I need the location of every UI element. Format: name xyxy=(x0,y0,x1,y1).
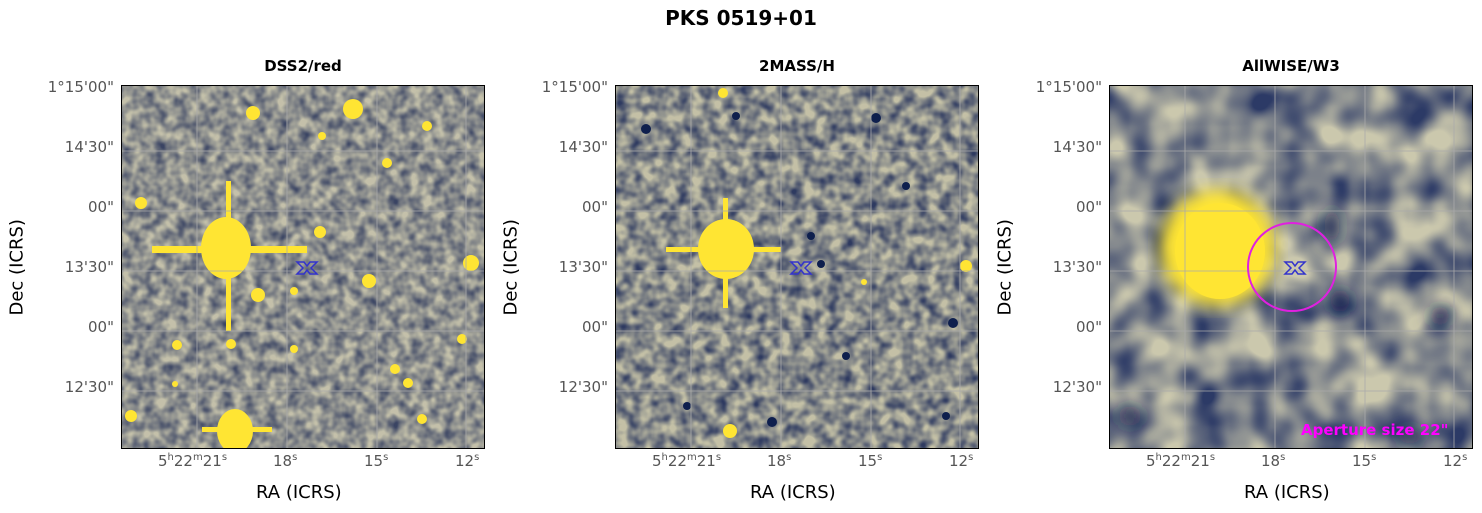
target-marker-icon xyxy=(295,261,319,275)
y-tick: 14'30" xyxy=(1052,138,1102,156)
grid-lines xyxy=(122,86,484,448)
figure-title: PKS 0519+01 xyxy=(665,6,817,30)
y-tick: 13'30" xyxy=(64,258,114,276)
y-tick: 00" xyxy=(88,198,114,216)
sky-image xyxy=(1110,86,1472,448)
bright-star xyxy=(666,198,781,308)
x-tick: 12s xyxy=(1443,452,1468,470)
x-tick: 15s xyxy=(364,452,389,470)
sky-image xyxy=(616,86,978,448)
y-tick: 00" xyxy=(582,198,608,216)
panel-dss2: DSS2/red xyxy=(0,0,485,513)
x-tick: 15s xyxy=(1352,452,1377,470)
x-tick: 5h22m21s xyxy=(652,452,722,470)
x-tick: 5h22m21s xyxy=(1146,452,1216,470)
aperture-size-label: Aperture size 22" xyxy=(1301,421,1449,439)
target-marker-icon xyxy=(789,261,813,275)
x-tick: 15s xyxy=(858,452,883,470)
panel-title: 2MASS/H xyxy=(759,57,835,75)
x-axis-label: RA (ICRS) xyxy=(256,482,342,503)
y-tick: 14'30" xyxy=(64,138,114,156)
star-field xyxy=(125,99,479,424)
grid-lines xyxy=(1110,86,1472,448)
y-tick: 12'30" xyxy=(64,378,114,396)
x-tick: 18s xyxy=(767,452,792,470)
image-dss2 xyxy=(121,85,485,449)
x-tick: 5h22m21s xyxy=(158,452,228,470)
y-tick: 14'30" xyxy=(558,138,608,156)
y-tick: 12'30" xyxy=(1052,378,1102,396)
y-tick: 1°15'00" xyxy=(1035,78,1102,96)
x-tick: 18s xyxy=(273,452,298,470)
y-tick: 00" xyxy=(582,318,608,336)
aperture-circle xyxy=(1247,222,1337,312)
grid-lines xyxy=(616,86,978,448)
y-tick: 00" xyxy=(1076,198,1102,216)
y-tick: 00" xyxy=(88,318,114,336)
bright-star xyxy=(152,181,307,448)
image-2mass xyxy=(615,85,979,449)
sky-image xyxy=(122,86,484,448)
image-allwise xyxy=(1109,85,1473,449)
panel-allwise: AllWISE/W3 xyxy=(988,0,1473,513)
panel-2mass: 2MASS/H xyxy=(494,0,979,513)
panel-title: AllWISE/W3 xyxy=(1242,57,1340,75)
x-axis-label: RA (ICRS) xyxy=(1244,482,1330,503)
y-tick: 1°15'00" xyxy=(541,78,608,96)
y-tick: 13'30" xyxy=(558,258,608,276)
x-tick: 18s xyxy=(1261,452,1286,470)
star-field xyxy=(718,88,972,438)
x-axis-label: RA (ICRS) xyxy=(750,482,836,503)
x-tick: 12s xyxy=(455,452,480,470)
dark-patches xyxy=(641,112,958,427)
bright-source xyxy=(1160,190,1276,306)
y-tick: 13'30" xyxy=(1052,258,1102,276)
panel-title: DSS2/red xyxy=(264,57,342,75)
target-marker-icon xyxy=(1283,261,1307,275)
dark-patches xyxy=(1118,208,1450,444)
y-tick: 1°15'00" xyxy=(47,78,114,96)
y-tick: 12'30" xyxy=(558,378,608,396)
x-tick: 12s xyxy=(949,452,974,470)
y-tick: 00" xyxy=(1076,318,1102,336)
